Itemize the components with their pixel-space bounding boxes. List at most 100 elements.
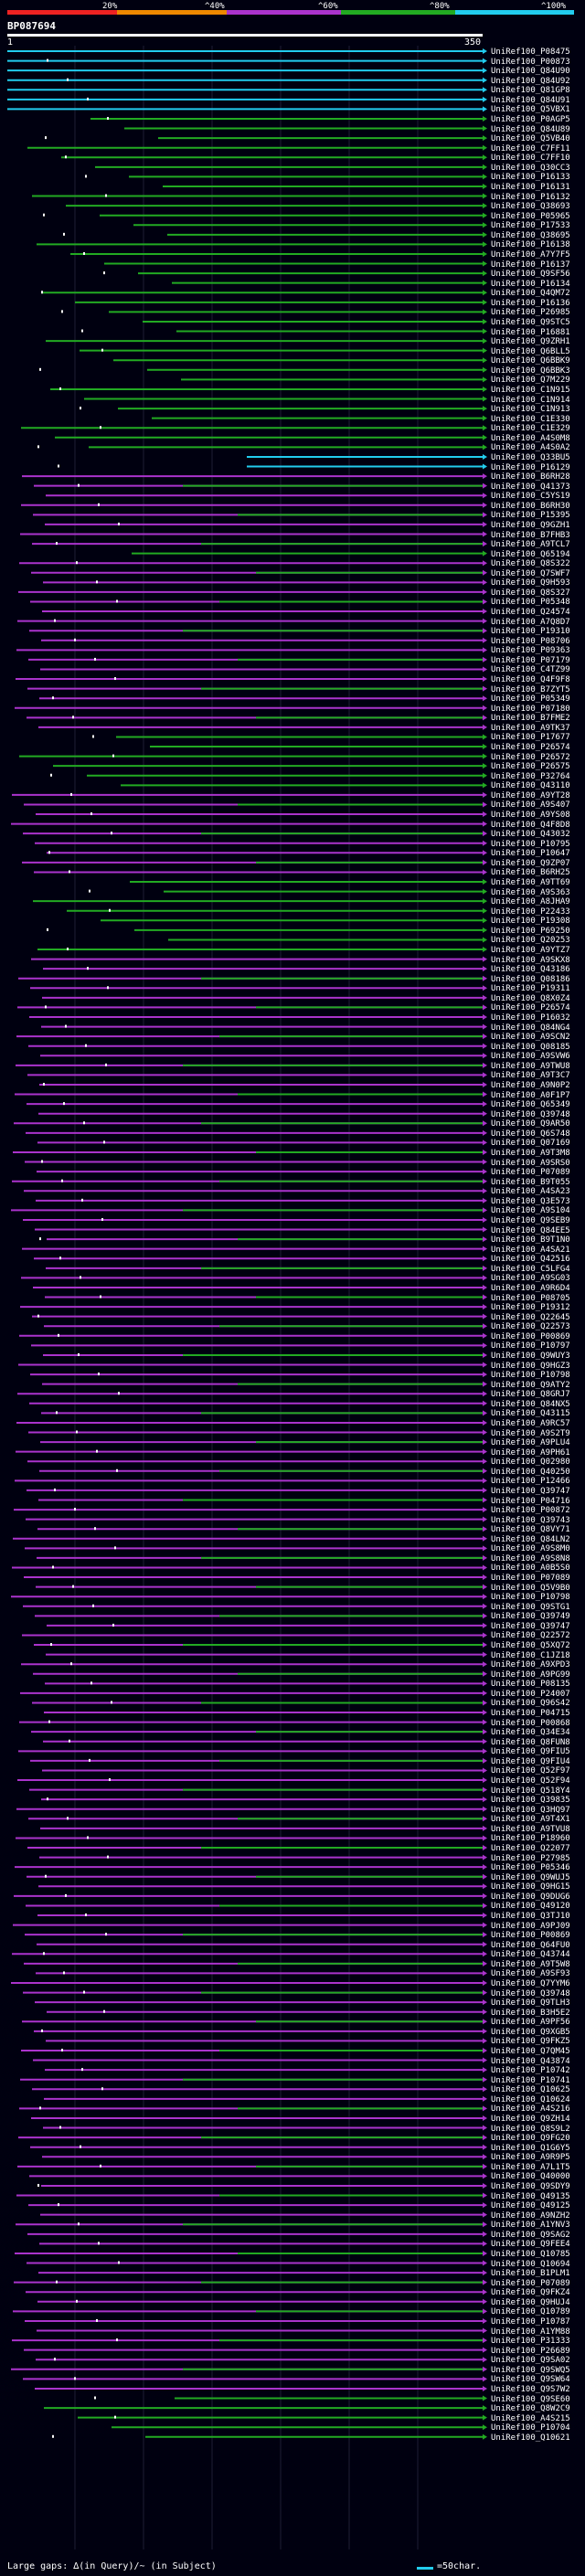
hit-label[interactable]: UniRef100_A9S8N8 bbox=[491, 1553, 570, 1564]
hit-label[interactable]: UniRef100_Q9ATY2 bbox=[491, 1380, 570, 1390]
hit-label[interactable]: UniRef100_P08706 bbox=[491, 636, 570, 646]
hit-label[interactable]: UniRef100_B6RH25 bbox=[491, 868, 570, 878]
hit-label[interactable]: UniRef100_P31333 bbox=[491, 2337, 570, 2347]
hit-label[interactable]: UniRef100_P18960 bbox=[491, 1834, 570, 1844]
hit-label[interactable]: UniRef100_P19312 bbox=[491, 1303, 570, 1313]
hit-label[interactable]: UniRef100_P07089 bbox=[491, 1168, 570, 1178]
hit-label[interactable]: UniRef100_Q40000 bbox=[491, 2172, 570, 2182]
hit-label[interactable]: UniRef100_P16132 bbox=[491, 192, 570, 202]
hit-label[interactable]: UniRef100_A4S215 bbox=[491, 2413, 570, 2423]
hit-label[interactable]: UniRef100_C5LFG4 bbox=[491, 1264, 570, 1274]
hit-label[interactable]: UniRef100_Q10694 bbox=[491, 2259, 570, 2269]
hit-label[interactable]: UniRef100_Q9FEE4 bbox=[491, 2240, 570, 2250]
hit-label[interactable]: UniRef100_Q84EE5 bbox=[491, 1225, 570, 1235]
hit-label[interactable]: UniRef100_Q08186 bbox=[491, 974, 570, 984]
hit-label[interactable]: UniRef100_P08705 bbox=[491, 1293, 570, 1303]
hit-label[interactable]: UniRef100_C5YS19 bbox=[491, 492, 570, 502]
hit-label[interactable]: UniRef100_C4TZ99 bbox=[491, 665, 570, 675]
hit-label[interactable]: UniRef100_Q39749 bbox=[491, 1612, 570, 1622]
hit-label[interactable]: UniRef100_P08135 bbox=[491, 1680, 570, 1690]
hit-label[interactable]: UniRef100_C1JZ18 bbox=[491, 1650, 570, 1660]
hit-label[interactable]: UniRef100_Q1G6Y5 bbox=[491, 2143, 570, 2153]
hit-label[interactable]: UniRef100_Q24574 bbox=[491, 608, 570, 618]
hit-label[interactable]: UniRef100_P16138 bbox=[491, 240, 570, 250]
hit-label[interactable]: UniRef100_P16881 bbox=[491, 327, 570, 337]
hit-label[interactable]: UniRef100_Q9ZP07 bbox=[491, 858, 570, 868]
hit-label[interactable]: UniRef100_Q22573 bbox=[491, 1322, 570, 1332]
hit-label[interactable]: UniRef100_Q9HUJ4 bbox=[491, 2297, 570, 2307]
hit-label[interactable]: UniRef100_Q3HQ97 bbox=[491, 1805, 570, 1815]
hit-label[interactable]: UniRef100_A9S363 bbox=[491, 887, 570, 897]
hit-label[interactable]: UniRef100_P10742 bbox=[491, 2066, 570, 2076]
hit-label[interactable]: UniRef100_Q9TLH3 bbox=[491, 1998, 570, 2009]
hit-label[interactable]: UniRef100_P00873 bbox=[491, 57, 570, 67]
hit-label[interactable]: UniRef100_A9YT28 bbox=[491, 790, 570, 800]
hit-label[interactable]: UniRef100_A9S8M0 bbox=[491, 1544, 570, 1554]
hit-label[interactable]: UniRef100_Q43744 bbox=[491, 1950, 570, 1960]
hit-label[interactable]: UniRef100_Q39835 bbox=[491, 1796, 570, 1806]
hit-label[interactable]: UniRef100_P32764 bbox=[491, 771, 570, 781]
hit-label[interactable]: UniRef100_Q9XGB5 bbox=[491, 2027, 570, 2037]
hit-label[interactable]: UniRef100_A9S2T9 bbox=[491, 1428, 570, 1438]
hit-label[interactable]: UniRef100_Q96S42 bbox=[491, 1699, 570, 1709]
hit-label[interactable]: UniRef100_P12466 bbox=[491, 1477, 570, 1487]
hit-label[interactable]: UniRef100_Q9HGZ3 bbox=[491, 1361, 570, 1371]
hit-label[interactable]: UniRef100_Q65349 bbox=[491, 1100, 570, 1110]
hit-label[interactable]: UniRef100_A9TK37 bbox=[491, 723, 570, 733]
hit-label[interactable]: UniRef100_Q9FKZ5 bbox=[491, 2037, 570, 2047]
hit-label[interactable]: UniRef100_Q9SWQ5 bbox=[491, 2365, 570, 2375]
hit-label[interactable]: UniRef100_Q3E573 bbox=[491, 1196, 570, 1206]
hit-label[interactable]: UniRef100_Q42516 bbox=[491, 1255, 570, 1265]
hit-label[interactable]: UniRef100_Q33BU5 bbox=[491, 452, 570, 462]
hit-label[interactable]: UniRef100_A9SCN2 bbox=[491, 1033, 570, 1043]
hit-label[interactable]: UniRef100_Q34E34 bbox=[491, 1728, 570, 1738]
hit-label[interactable]: UniRef100_P27985 bbox=[491, 1853, 570, 1863]
hit-label[interactable]: UniRef100_A4S0M8 bbox=[491, 433, 570, 443]
hit-label[interactable]: UniRef100_Q6S748 bbox=[491, 1129, 570, 1139]
hit-label[interactable]: UniRef100_Q39748 bbox=[491, 1988, 570, 1998]
hit-label[interactable]: UniRef100_B9T1N0 bbox=[491, 1235, 570, 1246]
hit-label[interactable]: UniRef100_Q64FU0 bbox=[491, 1940, 570, 1950]
hit-label[interactable]: UniRef100_Q10624 bbox=[491, 2094, 570, 2104]
hit-label[interactable]: UniRef100_Q43874 bbox=[491, 2056, 570, 2066]
hit-label[interactable]: UniRef100_Q9ZH14 bbox=[491, 2114, 570, 2124]
hit-label[interactable]: UniRef100_Q84U90 bbox=[491, 67, 570, 77]
hit-label[interactable]: UniRef100_A9TCL7 bbox=[491, 540, 570, 550]
hit-label[interactable]: UniRef100_Q9SDY9 bbox=[491, 2181, 570, 2191]
hit-label[interactable]: UniRef100_A9TT69 bbox=[491, 878, 570, 888]
hit-label[interactable]: UniRef100_Q39748 bbox=[491, 1109, 570, 1119]
hit-label[interactable]: UniRef100_P10798 bbox=[491, 1371, 570, 1381]
hit-label[interactable]: UniRef100_Q3TJ10 bbox=[491, 1912, 570, 1921]
hit-label[interactable]: UniRef100_Q10785 bbox=[491, 2249, 570, 2259]
hit-label[interactable]: UniRef100_P19308 bbox=[491, 917, 570, 927]
hit-label[interactable]: UniRef100_Q39747 bbox=[491, 1486, 570, 1496]
hit-label[interactable]: UniRef100_Q518Y4 bbox=[491, 1786, 570, 1796]
hit-label[interactable]: UniRef100_Q38693 bbox=[491, 202, 570, 212]
hit-label[interactable]: UniRef100_Q39743 bbox=[491, 1515, 570, 1525]
hit-label[interactable]: UniRef100_P26689 bbox=[491, 2346, 570, 2356]
hit-label[interactable]: UniRef100_P0AGP5 bbox=[491, 114, 570, 124]
hit-label[interactable]: UniRef100_Q52F97 bbox=[491, 1766, 570, 1776]
hit-label[interactable]: UniRef100_Q5VB40 bbox=[491, 134, 570, 144]
hit-label[interactable]: UniRef100_Q40250 bbox=[491, 1467, 570, 1477]
hit-label[interactable]: UniRef100_P00869 bbox=[491, 1931, 570, 1941]
hit-label[interactable]: UniRef100_P17677 bbox=[491, 733, 570, 743]
hit-label[interactable]: UniRef100_Q5V9B0 bbox=[491, 1583, 570, 1593]
hit-label[interactable]: UniRef100_A4S216 bbox=[491, 2104, 570, 2115]
hit-label[interactable]: UniRef100_B7ZYT5 bbox=[491, 684, 570, 694]
hit-label[interactable]: UniRef100_A9TWU8 bbox=[491, 1061, 570, 1071]
hit-label[interactable]: UniRef100_P16131 bbox=[491, 182, 570, 192]
hit-label[interactable]: UniRef100_Q43186 bbox=[491, 965, 570, 975]
hit-label[interactable]: UniRef100_Q10621 bbox=[491, 2433, 570, 2443]
hit-label[interactable]: UniRef100_C1N915 bbox=[491, 385, 570, 395]
hit-label[interactable]: UniRef100_A1YM88 bbox=[491, 2327, 570, 2337]
hit-label[interactable]: UniRef100_Q5XQ72 bbox=[491, 1641, 570, 1651]
hit-label[interactable]: UniRef100_P09363 bbox=[491, 646, 570, 656]
hit-label[interactable]: UniRef100_P26574 bbox=[491, 743, 570, 753]
hit-label[interactable]: UniRef100_Q84U91 bbox=[491, 95, 570, 105]
hit-label[interactable]: UniRef100_A9N0P2 bbox=[491, 1080, 570, 1090]
hit-label[interactable]: UniRef100_A9PLU4 bbox=[491, 1438, 570, 1448]
hit-label[interactable]: UniRef100_B7FHB3 bbox=[491, 530, 570, 540]
hit-label[interactable]: UniRef100_Q9SA02 bbox=[491, 2356, 570, 2366]
hit-label[interactable]: UniRef100_P10795 bbox=[491, 839, 570, 849]
